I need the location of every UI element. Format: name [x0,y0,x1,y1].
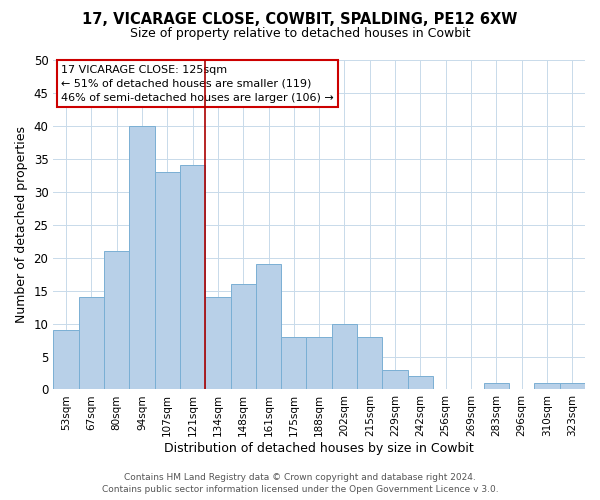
Text: 17 VICARAGE CLOSE: 125sqm
← 51% of detached houses are smaller (119)
46% of semi: 17 VICARAGE CLOSE: 125sqm ← 51% of detac… [61,65,334,103]
Bar [281,336,307,390]
Bar [53,330,79,390]
Y-axis label: Number of detached properties: Number of detached properties [15,126,28,323]
Bar [104,251,129,390]
Bar [180,166,205,390]
Bar [332,324,357,390]
Bar [230,284,256,390]
Bar [382,370,408,390]
Text: Size of property relative to detached houses in Cowbit: Size of property relative to detached ho… [130,28,470,40]
Bar [535,383,560,390]
X-axis label: Distribution of detached houses by size in Cowbit: Distribution of detached houses by size … [164,442,474,455]
Bar [357,336,382,390]
Bar [408,376,433,390]
Bar [307,336,332,390]
Bar [560,383,585,390]
Text: 17, VICARAGE CLOSE, COWBIT, SPALDING, PE12 6XW: 17, VICARAGE CLOSE, COWBIT, SPALDING, PE… [82,12,518,28]
Bar [484,383,509,390]
Bar [79,297,104,390]
Bar [205,297,230,390]
Bar [155,172,180,390]
Text: Contains HM Land Registry data © Crown copyright and database right 2024.
Contai: Contains HM Land Registry data © Crown c… [101,472,499,494]
Bar [129,126,155,390]
Bar [256,264,281,390]
